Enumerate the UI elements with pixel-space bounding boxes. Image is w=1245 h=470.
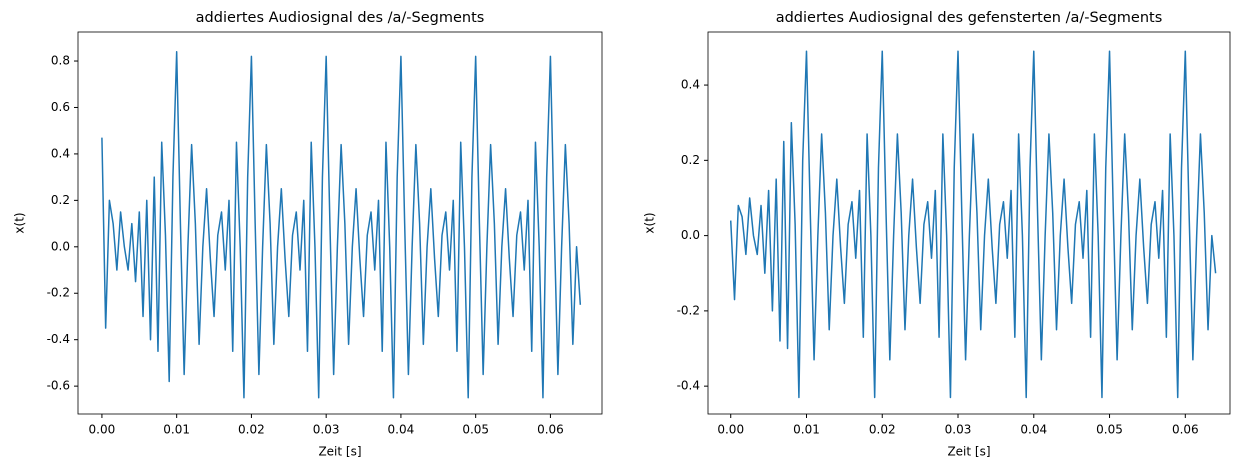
x-tick-label: 0.00: [89, 423, 116, 437]
signal-line: [729, 50, 1217, 399]
plot-frame: [707, 31, 1231, 415]
y-tick-label: -0.4: [677, 379, 700, 393]
x-tick-label: 0.00: [717, 423, 744, 437]
y-tick-label: 0.8: [51, 54, 70, 68]
y-tick-label: 0.4: [681, 78, 700, 92]
chart-title: addiertes Audiosignal des /a/-Segments: [196, 10, 485, 26]
x-tick-label: 0.05: [462, 423, 489, 437]
y-tick-label: -0.4: [47, 332, 70, 346]
x-axis-label: Zeit [s]: [318, 445, 361, 459]
x-tick-label: 0.03: [945, 423, 972, 437]
x-tick-label: 0.03: [313, 423, 340, 437]
x-tick-label: 0.06: [537, 423, 564, 437]
x-tick-label: 0.06: [1172, 423, 1199, 437]
y-tick-label: -0.6: [47, 379, 70, 393]
y-tick-label: -0.2: [677, 303, 700, 317]
y-tick-label: 0.0: [681, 228, 700, 242]
y-tick-label: -0.2: [47, 286, 70, 300]
y-tick-label: 0.0: [51, 239, 70, 253]
signal-line: [101, 50, 582, 399]
x-tick-label: 0.04: [388, 423, 415, 437]
x-tick-label: 0.02: [238, 423, 265, 437]
y-axis-label: x(t): [13, 212, 27, 233]
x-tick-label: 0.04: [1020, 423, 1047, 437]
plot-frame: [77, 31, 603, 415]
chart-title: addiertes Audiosignal des gefensterten /…: [776, 10, 1163, 26]
x-tick-label: 0.05: [1096, 423, 1123, 437]
y-tick-label: 0.2: [51, 193, 70, 207]
y-tick-label: 0.6: [51, 100, 70, 114]
x-tick-label: 0.02: [869, 423, 896, 437]
x-axis-label: Zeit [s]: [947, 445, 990, 459]
y-tick-label: 0.2: [681, 153, 700, 167]
y-axis-label: x(t): [643, 212, 657, 233]
x-tick-label: 0.01: [793, 423, 820, 437]
y-tick-label: 0.4: [51, 146, 70, 160]
x-tick-label: 0.01: [163, 423, 190, 437]
